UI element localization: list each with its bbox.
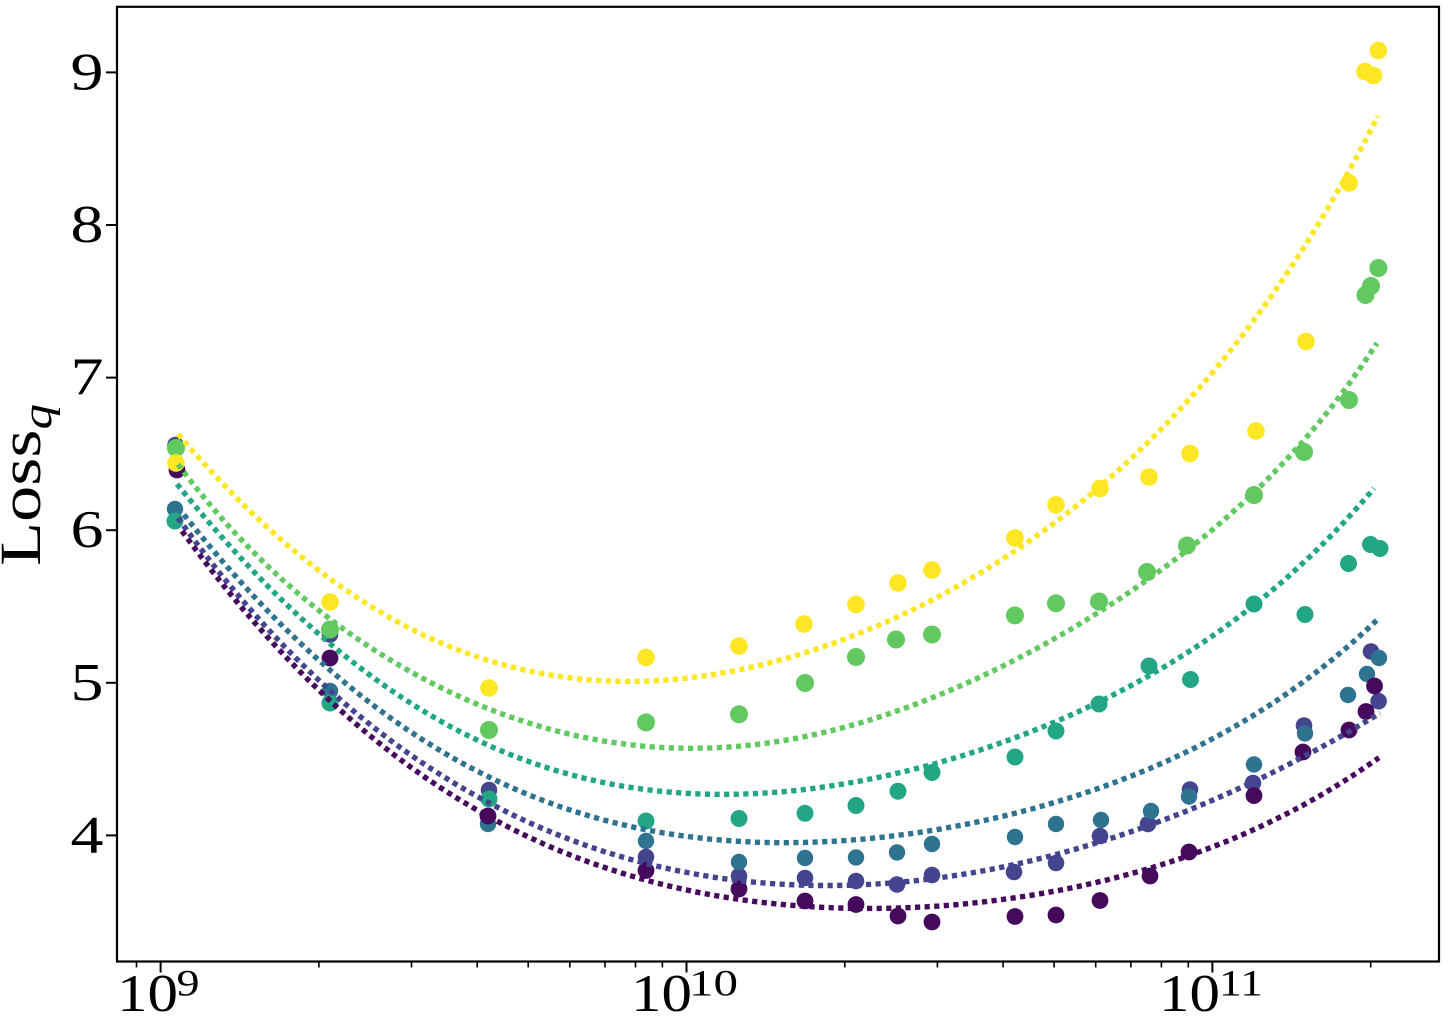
svg-text:8: 8 (71, 196, 104, 254)
svg-text:Lossq: Lossq (0, 404, 60, 566)
svg-text:11: 11 (1219, 964, 1263, 1005)
svg-text:5: 5 (71, 654, 104, 712)
svg-text:10: 10 (631, 965, 692, 1022)
svg-text:10: 10 (117, 965, 178, 1022)
svg-text:9: 9 (71, 43, 104, 101)
svg-text:9: 9 (177, 964, 200, 1005)
svg-text:10: 10 (1159, 965, 1220, 1022)
svg-text:6: 6 (71, 501, 104, 559)
svg-text:7: 7 (71, 349, 104, 407)
svg-text:10: 10 (689, 964, 738, 1005)
svg-text:4: 4 (71, 806, 104, 864)
